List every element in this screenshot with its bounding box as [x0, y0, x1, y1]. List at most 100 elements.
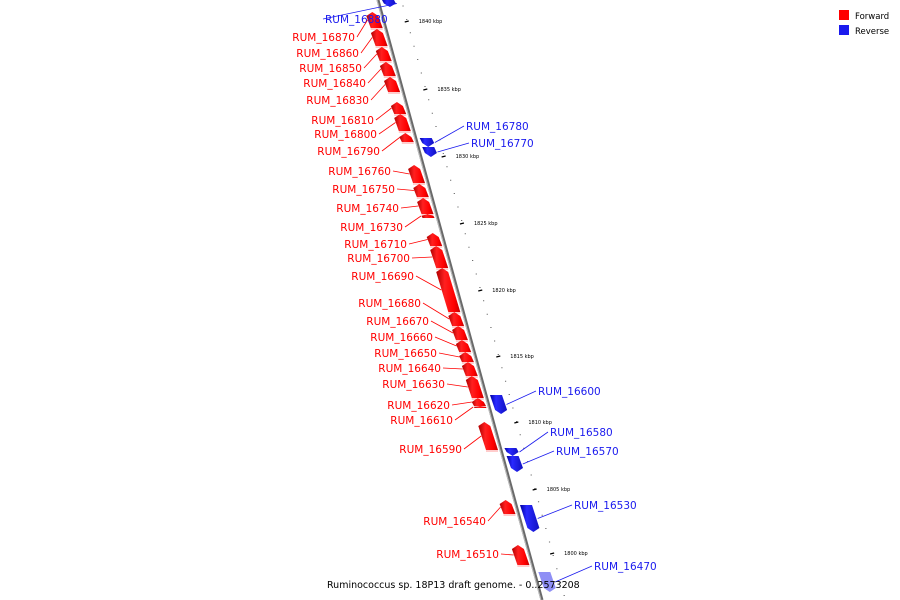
gene-label-rum_16510[interactable]: RUM_16510 [436, 549, 499, 561]
gene-label-rum_16770[interactable]: RUM_16770 [471, 138, 534, 150]
legend-swatch-forward [839, 10, 849, 20]
tick-label: 1805 kbp [547, 487, 571, 493]
tick-mark [496, 355, 501, 358]
gene-glyph-rum_16630[interactable] [465, 376, 484, 398]
gene-label-rum_16870[interactable]: RUM_16870 [292, 32, 355, 44]
gene-label-rum_16620[interactable]: RUM_16620 [387, 400, 450, 412]
tick-label: 1815 kbp [510, 354, 534, 360]
gene-labels: RUM_16880 RUM_16870 RUM_16860 RUM_16850 RUM_… [292, 3, 657, 583]
gene-glyph-rum_16780[interactable] [419, 138, 435, 147]
gene-label-rum_16850[interactable]: RUM_16850 [299, 63, 362, 75]
tick-mark [478, 289, 483, 292]
gene-label-rum_16610[interactable]: RUM_16610 [390, 415, 453, 427]
tick-mark [549, 552, 555, 555]
gene-glyph-rum_16810[interactable] [390, 102, 407, 114]
gene-glyph-rum_16840[interactable] [379, 62, 396, 76]
gene-glyph-rum_16740[interactable] [417, 198, 434, 214]
label-connector [463, 435, 482, 450]
tick-label: 1825 kbp [474, 221, 498, 227]
coordinate-ruler: 1840 kbp 1835 kbp 1830 kbp 1825 kbp 1820 kbp… [402, 5, 588, 596]
gene-glyph-rum_16570[interactable] [506, 456, 523, 472]
gene-label-rum_16530[interactable]: RUM_16530 [574, 500, 637, 512]
gene-label-rum_16580[interactable]: RUM_16580 [550, 427, 613, 439]
label-connector [392, 170, 410, 175]
label-connector [430, 320, 454, 334]
gene-glyph-rum_16620[interactable] [471, 398, 486, 406]
legend-swatch-reverse [839, 25, 849, 35]
gene-label-rum_16860[interactable]: RUM_16860 [296, 48, 359, 60]
gene-glyph-rum_16590[interactable] [478, 422, 498, 450]
label-connector [519, 431, 549, 453]
gene-label-rum_16680[interactable]: RUM_16680 [358, 298, 421, 310]
gene-label-rum_16840[interactable]: RUM_16840 [303, 78, 366, 90]
tick-label: 1820 kbp [492, 288, 516, 294]
gene-glyph-rum_16750[interactable] [413, 184, 429, 197]
gene-glyph-rum_16790[interactable] [399, 133, 414, 142]
gene-glyph-rum_16650[interactable] [459, 352, 474, 362]
gene-glyph-rum_16530[interactable] [520, 505, 540, 532]
gene-glyph-rum_16800[interactable] [394, 114, 411, 131]
label-connector [396, 188, 415, 191]
gene-glyph-rum_16670[interactable] [452, 326, 468, 340]
gene-glyph-rum_16700[interactable] [430, 246, 449, 268]
gene-glyph-rum_16860[interactable] [370, 29, 388, 46]
label-connector [367, 68, 382, 84]
gene-glyph-rum_16470[interactable] [538, 572, 556, 592]
tick-mark [532, 488, 537, 491]
gene-label-rum_16670[interactable]: RUM_16670 [366, 316, 429, 328]
gene-label-rum_16540[interactable]: RUM_16540 [423, 516, 486, 528]
gene-glyph-rum_16770[interactable] [422, 147, 437, 157]
gene-label-rum_16600[interactable]: RUM_16600 [538, 386, 601, 398]
legend: Forward Reverse [839, 10, 889, 37]
label-connector [442, 367, 463, 370]
gene-label-rum_16760[interactable]: RUM_16760 [328, 166, 391, 178]
label-connector [404, 215, 422, 228]
gene-label-rum_16470[interactable]: RUM_16470 [594, 561, 657, 573]
gene-label-rum_16710[interactable]: RUM_16710 [344, 239, 407, 251]
gene-glyph-rum_16640[interactable] [461, 362, 478, 376]
gene-glyph-rum_16580[interactable] [504, 448, 519, 456]
label-connector [454, 406, 474, 421]
gene-glyph-rum_16540[interactable] [499, 500, 516, 514]
gene-label-rum_16740[interactable]: RUM_16740 [336, 203, 399, 215]
gene-glyph-rum_16830[interactable] [384, 77, 401, 92]
gene-label-rum_16810[interactable]: RUM_16810 [311, 115, 374, 127]
gene-label-rum_16790[interactable]: RUM_16790 [317, 146, 380, 158]
gene-label-rum_16880[interactable]: RUM_16880 [325, 14, 388, 26]
gene-label-rum_16630[interactable]: RUM_16630 [382, 379, 445, 391]
gene-glyph-rum_16690[interactable] [436, 268, 461, 312]
label-connector [381, 137, 400, 152]
gene-label-rum_16800[interactable]: RUM_16800 [314, 129, 377, 141]
label-connector [437, 142, 470, 153]
legend-label-reverse: Reverse [855, 27, 889, 37]
tick-label: 1810 kbp [528, 420, 552, 426]
genome-caption: Ruminococcus sp. 18P13 draft genome. - 0… [327, 580, 580, 591]
gene-label-rum_16750[interactable]: RUM_16750 [332, 184, 395, 196]
gene-glyph-rum_16850[interactable] [375, 47, 392, 61]
gene-label-rum_16830[interactable]: RUM_16830 [306, 95, 369, 107]
gene-glyph-rum_16510[interactable] [511, 545, 530, 565]
gene-glyph-rum_16730[interactable] [421, 214, 435, 218]
gene-glyph-rum_16880[interactable] [382, 0, 396, 7]
legend-label-forward: Forward [855, 12, 889, 22]
gene-label-rum_16700[interactable]: RUM_16700 [347, 253, 410, 265]
gene-label-rum_16780[interactable]: RUM_16780 [466, 121, 529, 133]
gene-label-rum_16640[interactable]: RUM_16640 [378, 363, 441, 375]
gene-glyph-rum_16610[interactable] [474, 406, 487, 408]
gene-glyph-rum_16680[interactable] [448, 312, 465, 326]
gene-label-rum_16590[interactable]: RUM_16590 [399, 444, 462, 456]
gene-label-rum_16730[interactable]: RUM_16730 [340, 222, 403, 234]
gene-label-rum_16660[interactable]: RUM_16660 [370, 332, 433, 344]
gene-glyph-rum_16760[interactable] [408, 165, 425, 183]
tick-mark [459, 222, 465, 225]
gene-label-rum_16650[interactable]: RUM_16650 [374, 348, 437, 360]
gene-glyph-rum_16710[interactable] [426, 233, 443, 246]
gene-glyph-rum_16660[interactable] [455, 340, 472, 352]
tick-label: 1840 kbp [419, 19, 443, 25]
gene-glyph-rum_16870[interactable] [366, 12, 383, 28]
gene-label-rum_16570[interactable]: RUM_16570 [556, 446, 619, 458]
gene-glyph-rum_16600[interactable] [490, 395, 508, 414]
gene-label-rum_16690[interactable]: RUM_16690 [351, 271, 414, 283]
label-connector [422, 302, 450, 320]
label-connector [438, 352, 460, 358]
